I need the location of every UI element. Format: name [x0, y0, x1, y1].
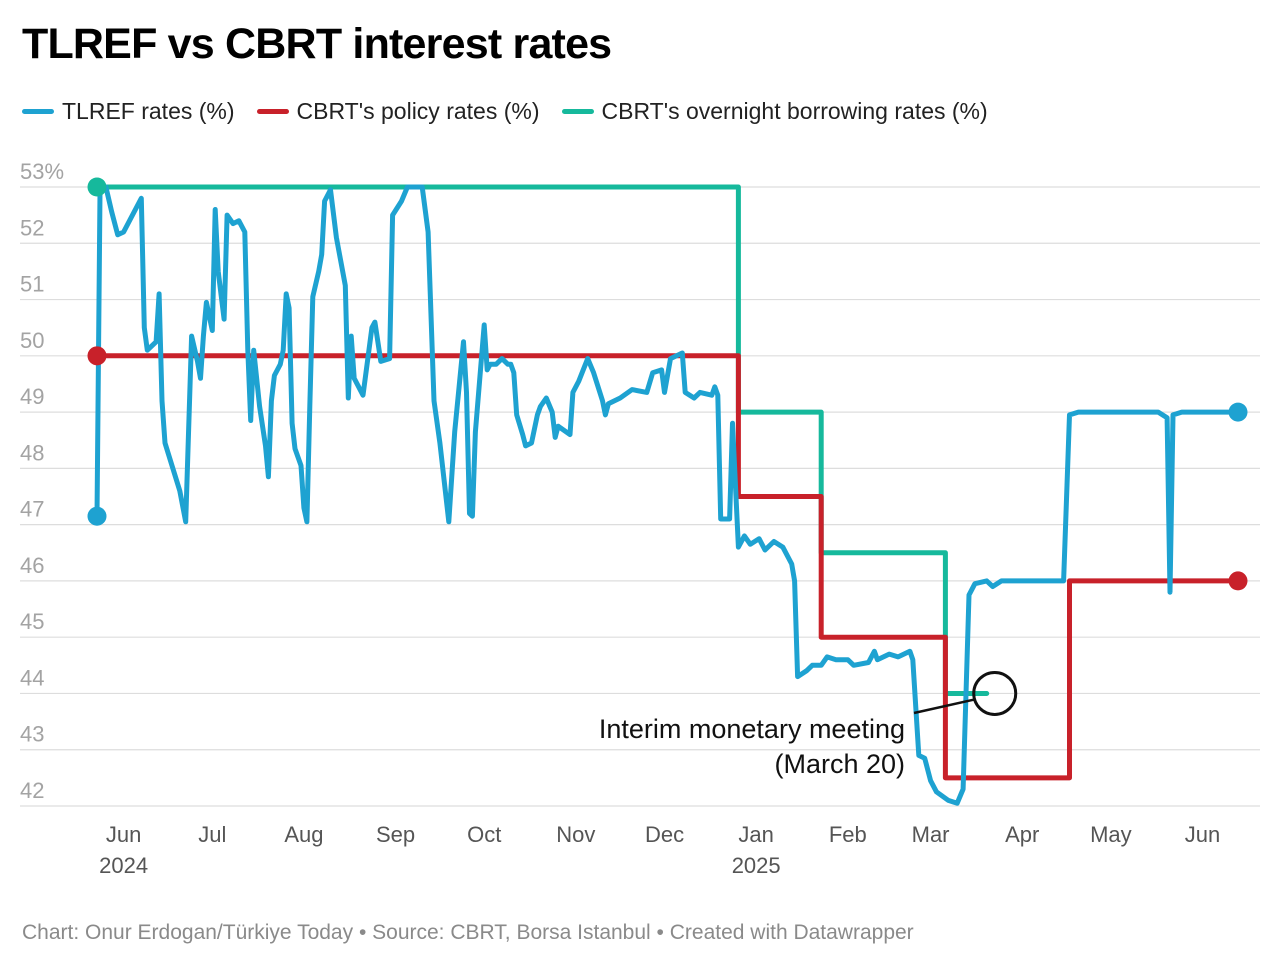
series-line-tlref: [94, 184, 1241, 806]
series-line-overnight: [94, 184, 990, 696]
x-axis-ticks: Jun 2024 Jul Aug Sep Oct Nov Dec Jan 2025 Feb Mar Ap…: [99, 822, 1220, 878]
y-tick-label: 44: [20, 665, 44, 690]
x-tick-label: Feb: [829, 822, 867, 847]
x-tick-year-label: 2025: [732, 853, 781, 878]
chart-footer: Chart: Onur Erdogan/Türkiye Today • Sour…: [22, 921, 914, 944]
chart-title: TLREF vs CBRT interest rates: [22, 20, 612, 68]
series-endpoints: [87, 177, 1248, 591]
legend: TLREF rates (%) CBRT's policy rates (%) …: [22, 98, 988, 125]
y-axis-ticks: 53% 52 51 50 49 48 47 46 45 44 43 42: [20, 159, 64, 803]
annotation-leader-line: [913, 698, 976, 715]
legend-label-overnight: CBRT's overnight borrowing rates (%): [601, 98, 988, 124]
annotation-circle: [972, 670, 1018, 716]
tlref-start-dot: [87, 506, 107, 526]
x-tick-label: Aug: [284, 822, 323, 847]
legend-item-policy: CBRT's policy rates (%): [256, 98, 540, 125]
x-tick-label: Sep: [376, 822, 415, 847]
legend-swatch-tlref: [22, 109, 54, 114]
y-tick-label: 51: [20, 272, 44, 297]
legend-item-overnight: CBRT's overnight borrowing rates (%): [561, 98, 988, 125]
legend-item-tlref: TLREF rates (%): [22, 98, 235, 125]
policy-start-dot: [87, 346, 107, 366]
legend-swatch-overnight: [561, 109, 594, 114]
y-tick-label: 49: [20, 384, 44, 409]
series-line-policy: [94, 353, 1241, 781]
y-tick-label: 43: [20, 722, 44, 747]
line-chart: 53% 52 51 50 49 48 47 46 45 44 43 42 Jun 2024 Jul Aug S…: [20, 159, 1260, 878]
y-tick-label: 46: [20, 553, 44, 578]
annotation: Interim monetary meeting (March 20): [599, 670, 1018, 779]
annotation-label-line2: (March 20): [774, 749, 905, 779]
x-tick-label: Oct: [467, 822, 501, 847]
series-lines: [94, 184, 1241, 806]
policy-end-dot: [1228, 571, 1248, 591]
x-tick-year-label: 2024: [99, 853, 148, 878]
x-tick-label: Apr: [1005, 822, 1039, 847]
x-tick-label: May: [1090, 822, 1132, 847]
legend-label-tlref: TLREF rates (%): [62, 98, 235, 124]
y-tick-label: 53%: [20, 159, 64, 184]
y-tick-label: 47: [20, 497, 44, 522]
y-tick-label: 52: [20, 215, 44, 240]
overnight-start-dot: [87, 177, 107, 197]
y-tick-label: 50: [20, 328, 44, 353]
x-tick-label: Nov: [556, 822, 595, 847]
y-tick-label: 48: [20, 440, 44, 465]
legend-swatch-policy: [256, 109, 289, 114]
x-tick-label: Jun: [106, 822, 141, 847]
legend-label-policy: CBRT's policy rates (%): [296, 98, 540, 124]
annotation-label-line1: Interim monetary meeting: [599, 714, 905, 744]
x-tick-label: Jun: [1185, 822, 1220, 847]
x-tick-label: Mar: [912, 822, 950, 847]
x-tick-label: Jan: [738, 822, 773, 847]
y-tick-label: 45: [20, 609, 44, 634]
tlref-end-dot: [1228, 402, 1248, 422]
x-tick-label: Jul: [198, 822, 226, 847]
x-tick-label: Dec: [645, 822, 684, 847]
y-tick-label: 42: [20, 778, 44, 803]
